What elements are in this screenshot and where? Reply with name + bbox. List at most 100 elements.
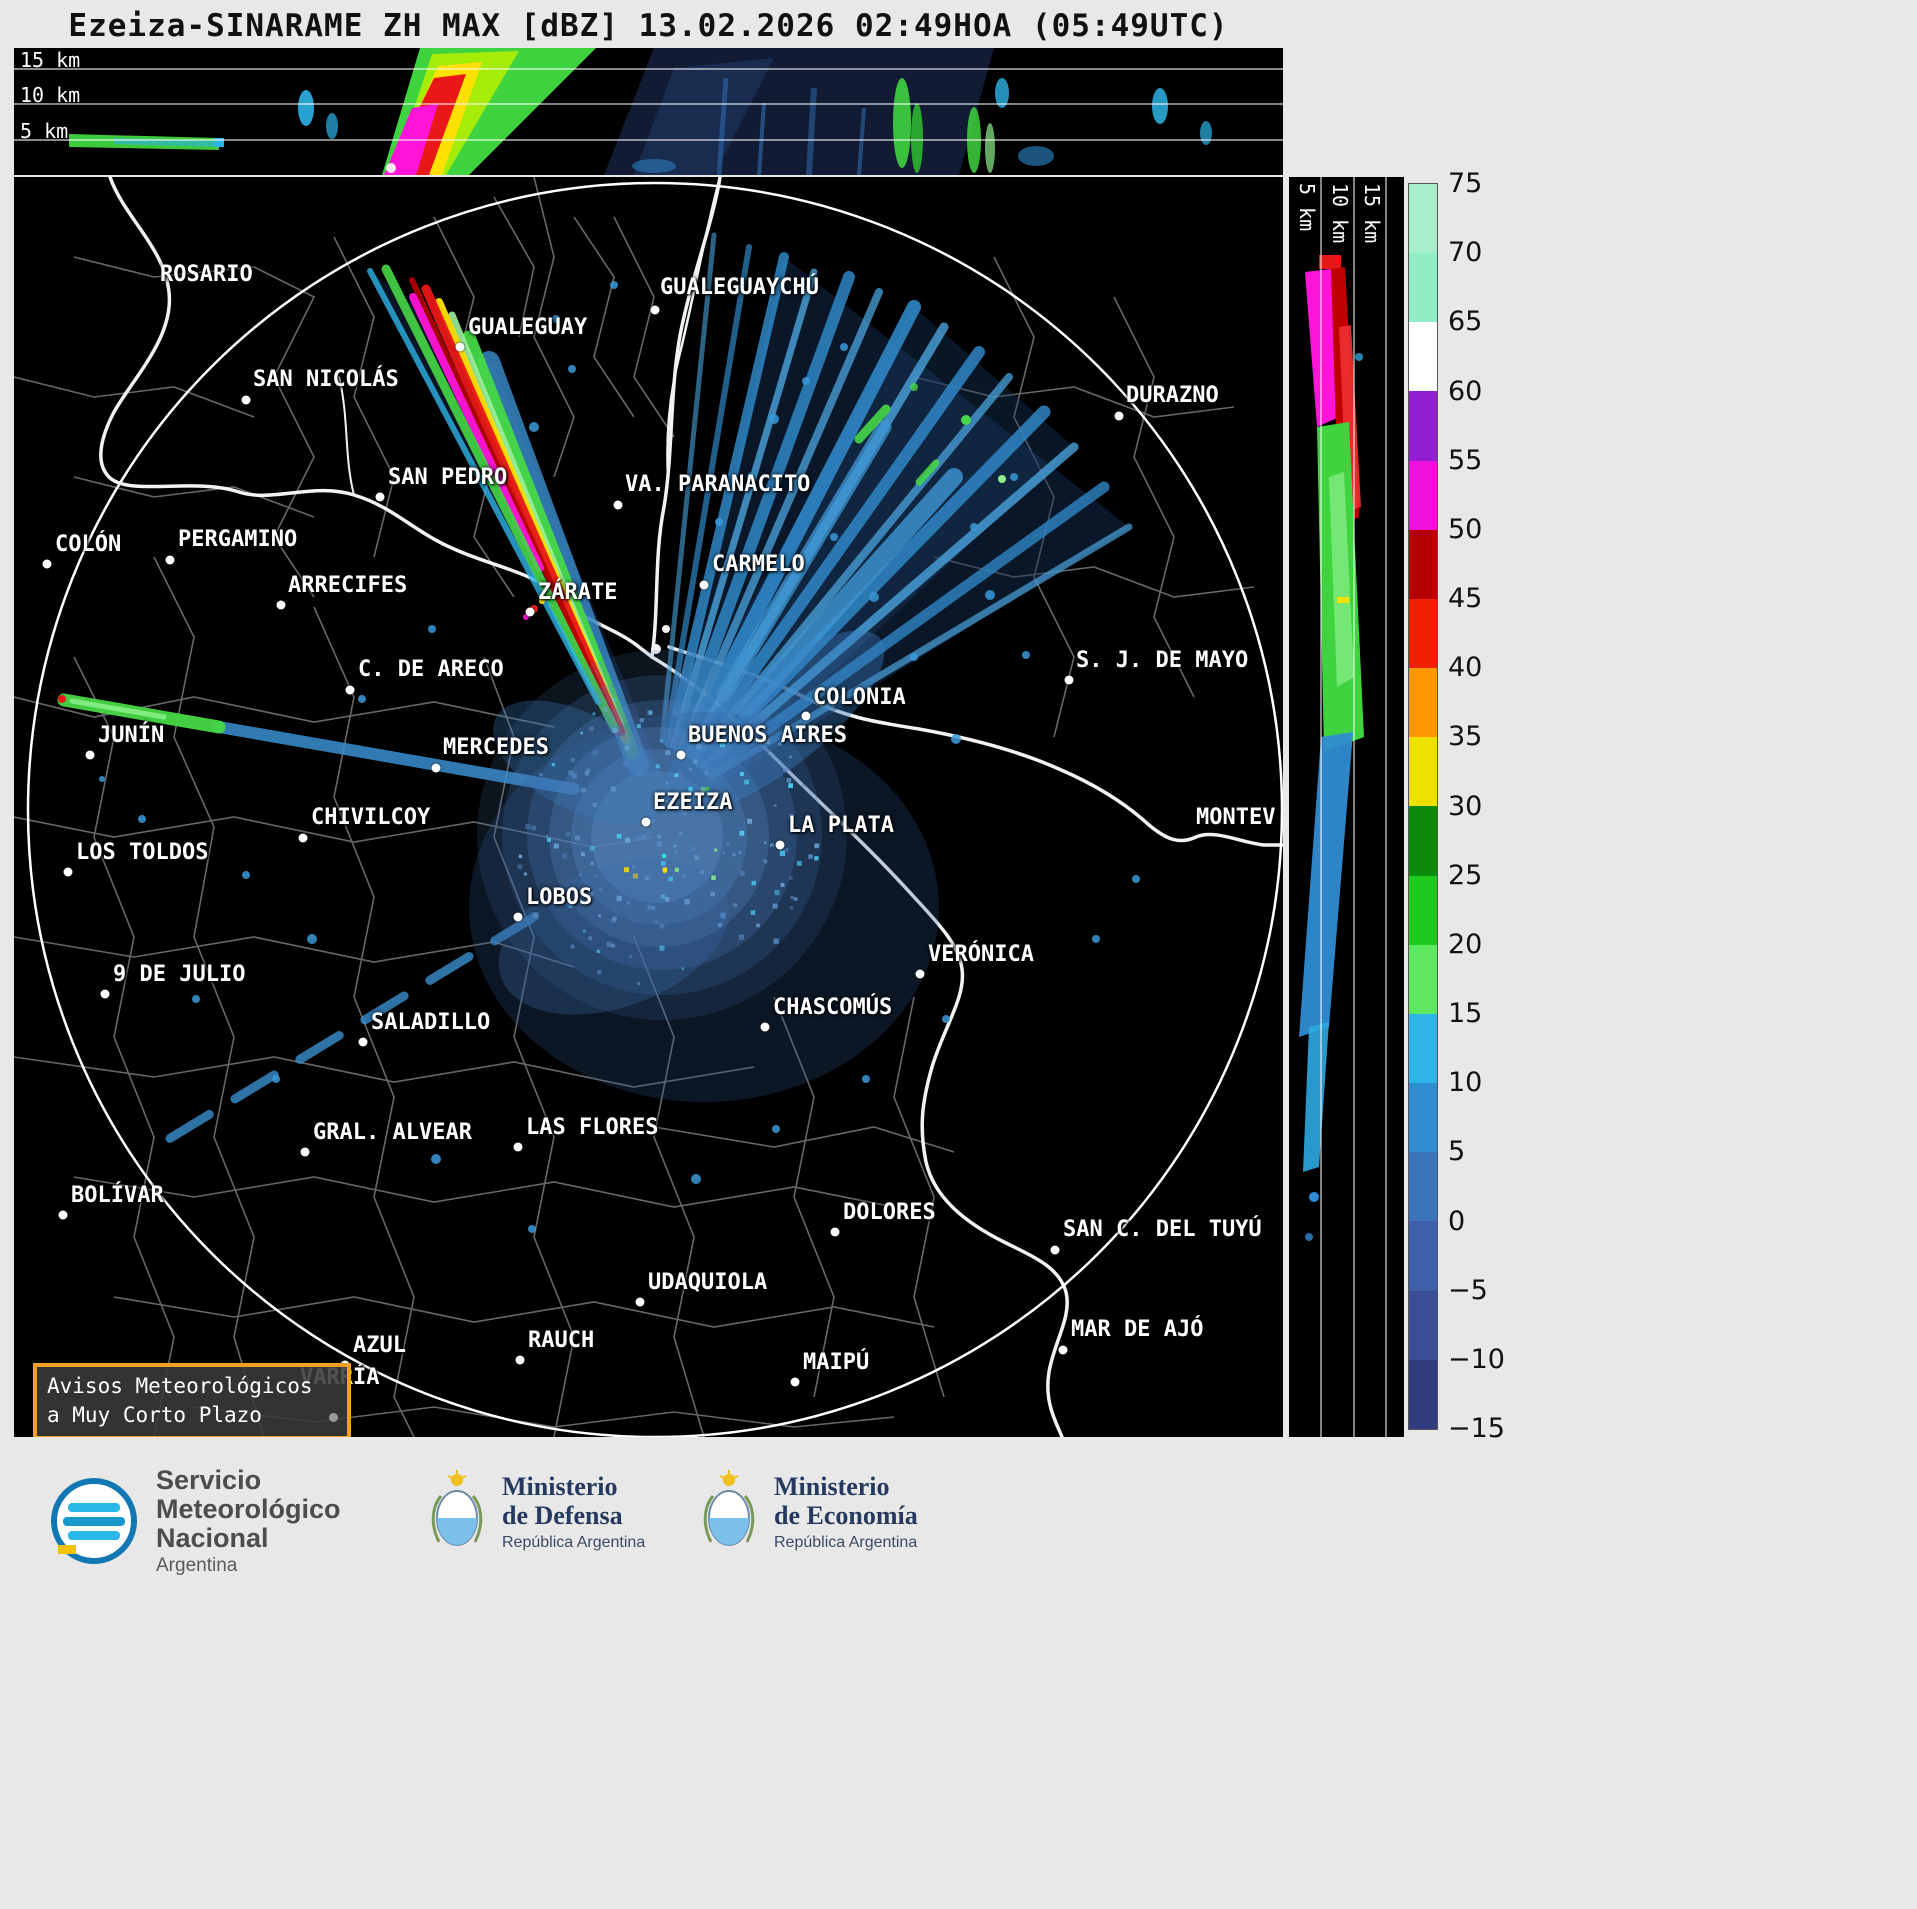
city-dot [525,607,535,617]
city-label: SALADILLO [371,1010,491,1035]
city-dot [760,1022,770,1032]
colorbar-tick-label: −15 [1448,1412,1505,1444]
scattered-echo-dots [99,281,1140,1233]
colorbar-segment [1409,1013,1437,1084]
city-label: RAUCH [528,1328,595,1353]
colorbar-segment [1409,875,1437,945]
city-label: COLONIA [813,685,906,710]
city-label: MERCEDES [443,735,549,760]
city-dot [42,559,52,569]
colorbar-segment [1409,668,1437,738]
city-dot [915,969,925,979]
product-title: Ezeiza-SINARAME ZH MAX [dBZ] 13.02.2026 … [68,8,1229,44]
colorbar-segment [1409,1152,1437,1222]
defensa-logo-block: Ministerio de Defensa República Argentin… [428,1470,645,1554]
city-label: 9 DE JULIO [113,962,246,987]
colorbar-tick-label: 15 [1448,997,1483,1029]
right-cross-section-graphic [1299,177,1387,1437]
city-label: MAIPÚ [803,1350,870,1375]
city-dot [345,685,355,695]
city-label: ROSARIO [160,262,253,287]
city-dot [241,395,251,405]
smn-wordmark: Servicio Meteorológico Nacional Argentin… [156,1465,341,1577]
city-dot [676,750,686,760]
smn-logo-icon [51,1478,137,1565]
city-dot [100,989,110,999]
colorbar-tick-label: 0 [1448,1205,1466,1237]
radar-echo-layer [57,232,1140,1233]
city-dot [298,833,308,843]
city-label: VERÓNICA [928,942,1034,967]
city-label: ARRECIFES [288,573,408,598]
city-dot [775,840,785,850]
economia-sub: República Argentina [774,1534,918,1552]
colorbar-tick-label: 30 [1448,790,1483,822]
colorbar-scale [1408,183,1438,1430]
city-dot [699,580,709,590]
alert-box: Avisos Meteorológicos a Muy Corto Plazo [33,1363,351,1437]
map-panel: ROSARIO GUALEGUAYCHÚ GUALEGUAY SAN NICOLÁS D… [14,177,1283,1437]
city-label: MONTEV [1196,805,1276,830]
colorbar-segment [1409,529,1437,599]
colorbar-segment [1409,806,1437,876]
city-label-layer: ROSARIO GUALEGUAYCHÚ GUALEGUAY SAN NICOLÁS D… [14,177,1283,1437]
defensa-sub: República Argentina [502,1534,646,1552]
smn-logo-block: Servicio Meteorológico Nacional Argentin… [48,1465,341,1577]
city-label: LOBOS [526,885,593,910]
city-dot [641,817,651,827]
altitude-label-15km: 15 km [20,48,81,72]
city-dot [513,912,523,922]
smn-line-1: Servicio [156,1465,262,1495]
top-cross-section-panel: 15 km 10 km 5 km [14,48,1283,175]
altitude-label-15km-v: 15 km [1360,183,1384,244]
colorbar-segment [1409,1083,1437,1153]
city-label: SAN PEDRO [388,465,508,490]
city-label: UDAQUIOLA [648,1270,768,1295]
city-label: LAS FLORES [526,1115,659,1140]
city-label: GUALEGUAY [468,315,588,340]
altitude-label-10km: 10 km [20,83,81,107]
colorbar-tick-label: 45 [1448,582,1483,614]
right-xsec-echoes [1299,255,1364,1241]
defensa-coat-of-arms-icon [431,1470,483,1546]
defensa-wordmark: Ministerio de Defensa República Argentin… [502,1472,645,1552]
economia-wordmark: Ministerio de Economía República Argenti… [774,1472,918,1552]
city-dot [63,867,73,877]
city-dot [455,342,465,352]
city-label: MAR DE AJÓ [1071,1317,1204,1342]
city-dot [1058,1345,1068,1355]
city-dot [1064,675,1074,685]
city-dot [165,555,175,565]
city-dot [613,500,623,510]
city-label: CHIVILCOY [311,805,431,830]
colorbar: 75 70 65 60 55 50 45 40 35 30 25 20 15 10 5 0 −5 −10 −15 [1408,168,1508,1444]
colorbar-tick-label: 40 [1448,652,1483,684]
city-dot [276,600,286,610]
city-label: BUENOS AIRES [688,723,847,748]
altitude-label-5km-v: 5 km [1295,183,1319,232]
echo-speckles [517,697,820,986]
city-dot [515,1355,525,1365]
city-label: ZÁRATE [538,580,618,605]
top-xsec-gridlines [14,68,1283,141]
city-label: COLÓN [55,532,122,557]
colorbar-segment [1409,184,1437,254]
city-label: CHASCOMÚS [773,995,893,1020]
colorbar-tick-label: 5 [1448,1136,1466,1168]
city-label: JUNÍN [98,723,165,748]
city-label: AZUL [353,1333,406,1358]
colorbar-tick-label: 65 [1448,306,1483,338]
colorbar-tick-label: −5 [1448,1274,1488,1306]
altitude-label-5km: 5 km [20,119,69,143]
economia-coat-of-arms-icon [703,1470,755,1546]
colorbar-tick-label: −10 [1448,1343,1505,1375]
smn-line-4: Argentina [156,1555,238,1577]
alert-line-2: a Muy Corto Plazo [47,1403,262,1428]
colorbar-segment [1409,737,1437,807]
city-label: LOS TOLDOS [76,840,209,865]
colorbar-tick-label: 60 [1448,375,1483,407]
city-dot [300,1147,310,1157]
colorbar-tick-label: 35 [1448,721,1483,753]
city-dot [58,1210,68,1220]
